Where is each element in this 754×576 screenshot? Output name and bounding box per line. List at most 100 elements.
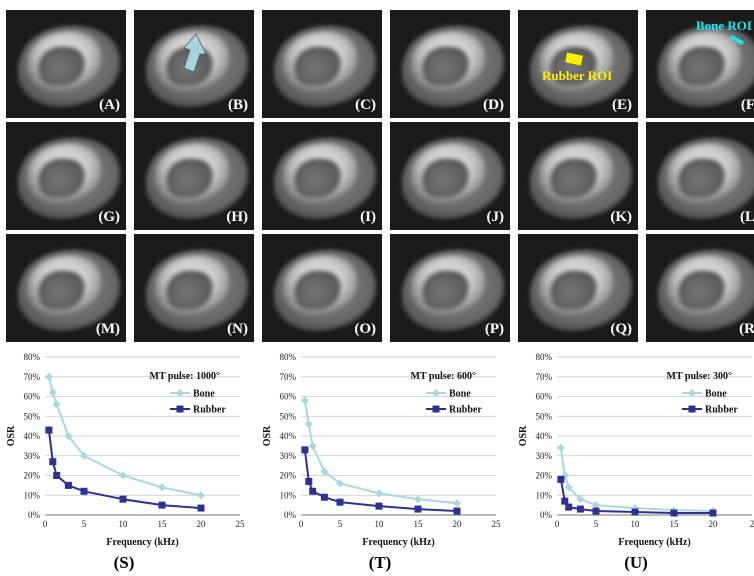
mri-panel: (H) [134, 122, 254, 230]
y-tick-label: 20% [24, 471, 41, 481]
x-tick-label: 20 [197, 519, 207, 529]
x-tick-label: 15 [158, 519, 168, 529]
legend-marker [432, 389, 440, 397]
panel-label: (A) [99, 97, 120, 113]
y-tick-label: 30% [280, 451, 297, 461]
data-point [304, 420, 313, 429]
panel-label: (J) [486, 209, 505, 225]
y-axis-label: OSR [6, 425, 17, 446]
data-point [45, 426, 53, 434]
data-point [576, 505, 584, 513]
mri-panel: (I) [262, 122, 382, 230]
legend-label: Bone [193, 389, 215, 400]
y-tick-label: 80% [24, 352, 41, 362]
data-point [375, 489, 383, 498]
x-tick-label: 10 [631, 519, 641, 529]
mri-panel: (J) [390, 122, 510, 230]
y-tick-label: 50% [280, 411, 297, 421]
legend-label: Rubber [193, 405, 226, 416]
legend-marker [432, 405, 440, 413]
data-point [592, 507, 600, 515]
mri-panel: (O) [262, 234, 382, 342]
mri-panel: (B) [134, 10, 254, 118]
x-tick-label: 0 [555, 519, 560, 529]
y-tick-label: 70% [536, 372, 553, 382]
legend-label: Bone [705, 389, 727, 400]
data-point [556, 443, 565, 452]
data-point [305, 477, 313, 485]
y-axis-label: OSR [518, 425, 529, 446]
y-tick-label: 50% [536, 411, 553, 421]
data-point [576, 495, 585, 504]
x-tick-label: 25 [236, 519, 246, 529]
panel-label: (C) [355, 97, 376, 113]
data-point [300, 396, 309, 405]
x-tick-label: 0 [43, 519, 48, 529]
y-tick-label: 80% [536, 352, 553, 362]
mri-image-grid: (A) (B) (C) (D) (E) Rubber ROI (F) Bone ROI (G) (… [6, 10, 754, 342]
panel-label: (E) [612, 97, 632, 113]
data-point [336, 498, 344, 506]
mri-panel: (K) [518, 122, 638, 230]
y-tick-label: 10% [536, 490, 553, 500]
mri-panel: (Q) [518, 234, 638, 342]
legend-marker [176, 389, 184, 397]
data-point [414, 495, 422, 504]
panel-label: (D) [483, 97, 504, 113]
x-tick-label: 0 [299, 519, 304, 529]
y-tick-label: 60% [280, 392, 297, 402]
data-point [375, 502, 383, 510]
mri-panel: (R) [646, 234, 754, 342]
data-point [557, 475, 565, 483]
legend-marker [688, 405, 696, 413]
bone-roi-label: Bone ROI [696, 18, 752, 33]
mri-panel: (D) [390, 10, 510, 118]
data-point [49, 458, 57, 466]
mri-panel: (M) [6, 234, 126, 342]
data-point [52, 400, 61, 409]
y-tick-label: 50% [24, 411, 41, 421]
x-tick-label: 20 [453, 519, 463, 529]
arrow-icon [183, 33, 207, 73]
y-tick-label: 20% [536, 471, 553, 481]
x-tick-label: 25 [492, 519, 502, 529]
series-line-rubber [303, 449, 458, 513]
y-tick-label: 20% [280, 471, 297, 481]
data-point [565, 503, 573, 511]
panel-label: (L) [740, 209, 754, 225]
y-tick-label: 70% [24, 372, 41, 382]
panel-label: (I) [360, 209, 376, 225]
data-point [336, 479, 344, 488]
data-point [414, 505, 422, 513]
mri-panel: (P) [390, 234, 510, 342]
data-point [119, 471, 127, 480]
data-point [631, 504, 639, 513]
x-tick-label: 15 [670, 519, 680, 529]
data-point [197, 504, 205, 512]
chart-panel-label: (S) [113, 553, 135, 572]
data-point [158, 483, 166, 492]
rubber-roi-label: Rubber ROI [542, 68, 613, 83]
data-point [308, 441, 317, 450]
data-point [301, 446, 309, 454]
panel-label: (P) [484, 321, 504, 337]
series-line-bone [559, 447, 714, 513]
y-tick-label: 0% [284, 510, 297, 520]
data-point [560, 471, 569, 480]
y-axis-label: OSR [262, 425, 273, 446]
osr-chart: 0% 10% 20% 30% 40% 50% 60% 70% 80% 0 5 10 15 20 25 Freq… [0, 345, 250, 548]
data-point [592, 501, 600, 510]
series-line-bone [303, 400, 458, 505]
x-tick-label: 5 [82, 519, 87, 529]
y-tick-label: 0% [540, 510, 553, 520]
chart-panel-label: (U) [624, 553, 648, 572]
mri-panel: (F) Bone ROI [646, 10, 754, 118]
panel-label: (F) [740, 97, 754, 113]
panel-label: (N) [227, 321, 248, 337]
panel-label: (O) [354, 321, 376, 337]
x-tick-label: 10 [375, 519, 385, 529]
x-tick-label: 5 [594, 519, 599, 529]
data-point [80, 487, 88, 495]
data-point [453, 507, 461, 515]
chart-svg: 0% 10% 20% 30% 40% 50% 60% 70% 80% 0 5 10 15 20 25 Freq… [6, 352, 246, 548]
